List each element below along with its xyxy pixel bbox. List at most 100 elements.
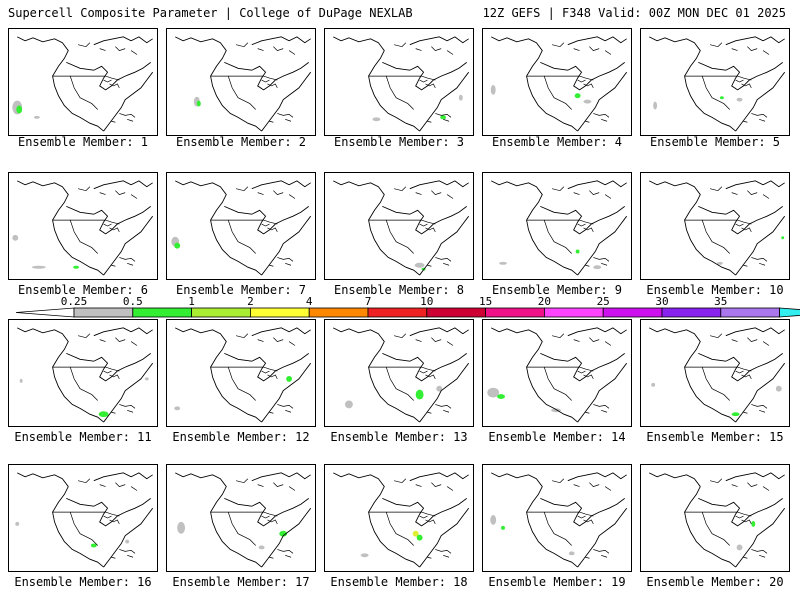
- scp-area: [736, 544, 743, 551]
- map-panel: [482, 319, 632, 427]
- colorbar-tick-label: 35: [714, 295, 728, 308]
- map-panel: [640, 28, 790, 136]
- basemap-outline: [419, 515, 436, 525]
- north-america-map: [12, 36, 154, 132]
- scp-area: [440, 115, 447, 120]
- basemap-outline: [491, 180, 628, 276]
- north-america-map: [649, 36, 786, 132]
- north-america-map: [175, 36, 312, 132]
- basemap-outline: [333, 36, 470, 132]
- run-info: 12Z GEFS | F348 Valid: 00Z MON DEC 01 20…: [482, 6, 786, 20]
- member-caption: Ensemble Member: 6: [17, 283, 149, 297]
- basemap-outline: [491, 472, 628, 568]
- map-panel: [324, 28, 474, 136]
- scp-area: [12, 234, 19, 241]
- colorbar-segment: [249, 307, 310, 318]
- scp-area: [458, 94, 463, 101]
- basemap-outline: [52, 75, 120, 110]
- basemap-outline: [236, 42, 296, 123]
- map-panel: [8, 28, 158, 136]
- member-caption: Ensemble Member: 1: [17, 135, 149, 149]
- map-panel: [166, 28, 316, 136]
- scp-area: [19, 378, 23, 383]
- scp-area: [593, 265, 602, 270]
- basemap-outline: [236, 186, 296, 267]
- scp-area: [73, 265, 80, 269]
- north-america-map: [333, 327, 470, 423]
- map-panel: [8, 319, 158, 427]
- basemap-outline: [52, 219, 120, 254]
- north-america-map: [333, 472, 470, 568]
- basemap-outline: [710, 42, 770, 123]
- scp-area: [719, 96, 724, 100]
- basemap-outline: [78, 333, 138, 414]
- basemap-outline: [236, 478, 296, 559]
- map-panel: [324, 464, 474, 572]
- basemap-outline: [103, 223, 120, 233]
- member-caption: Ensemble Member: 7: [175, 283, 307, 297]
- north-america-map: [174, 327, 312, 423]
- scp-area: [574, 93, 581, 99]
- colorbar-segment: [308, 307, 369, 318]
- map-panel: [324, 172, 474, 280]
- scp-area: [415, 389, 424, 400]
- scp-area: [345, 400, 353, 409]
- member-caption: Ensemble Member: 8: [333, 283, 465, 297]
- scp-area: [144, 377, 149, 381]
- basemap-outline: [368, 75, 436, 110]
- member-caption: Ensemble Member: 3: [333, 135, 465, 149]
- colorbar-segment: [485, 307, 545, 318]
- basemap-outline: [368, 366, 436, 401]
- colorbar-segment: [132, 307, 193, 318]
- scp-area: [414, 262, 425, 268]
- colorbar-tick-label: 1: [188, 295, 195, 308]
- colorbar-tick-label: 25: [596, 295, 610, 308]
- member-caption: Ensemble Member: 14: [488, 430, 626, 444]
- north-america-map: [649, 327, 786, 423]
- basemap-outline: [419, 370, 436, 380]
- map-panel: [166, 319, 316, 427]
- basemap-outline: [394, 478, 454, 559]
- map-panel: [640, 319, 790, 427]
- basemap-outline: [333, 327, 470, 423]
- north-america-map: [649, 180, 786, 276]
- basemap-outline: [236, 333, 296, 414]
- colorbar-tick-label: 30: [655, 295, 669, 308]
- north-america-map: [487, 327, 628, 423]
- colorbar-tick-label: 15: [478, 295, 493, 308]
- north-america-map: [333, 180, 470, 276]
- colorbar-segment: [661, 307, 722, 318]
- basemap-outline: [17, 36, 154, 132]
- map-panel: [8, 172, 158, 280]
- scp-area: [258, 545, 265, 550]
- member-caption: Ensemble Member: 13: [330, 430, 468, 444]
- map-panel: [324, 319, 474, 427]
- basemap-outline: [175, 327, 312, 423]
- basemap-outline: [684, 366, 752, 401]
- scp-area: [33, 115, 40, 119]
- member-caption: Ensemble Member: 19: [488, 575, 626, 589]
- colorbar-tick-label: 20: [537, 295, 552, 308]
- north-america-map: [12, 180, 154, 276]
- scp-area: [499, 261, 507, 265]
- basemap-outline: [17, 327, 154, 423]
- basemap-outline: [210, 219, 278, 254]
- colorbar-tick-label: 2: [247, 295, 254, 308]
- basemap-outline: [552, 478, 612, 559]
- member-caption: Ensemble Member: 18: [330, 575, 468, 589]
- scp-area: [751, 520, 756, 527]
- scp-area: [651, 382, 656, 387]
- basemap-outline: [577, 223, 594, 233]
- scp-area: [15, 521, 20, 526]
- scp-area: [372, 117, 381, 122]
- basemap-outline: [17, 472, 154, 568]
- scp-area: [436, 385, 443, 392]
- north-america-map: [15, 472, 154, 568]
- member-caption: Ensemble Member: 9: [491, 283, 623, 297]
- scp-area: [736, 97, 743, 102]
- map-panel: [482, 172, 632, 280]
- colorbar-segment: [602, 307, 663, 318]
- member-caption: Ensemble Member: 20: [646, 575, 784, 589]
- basemap-outline: [710, 333, 770, 414]
- colorbar-segment: [544, 307, 604, 318]
